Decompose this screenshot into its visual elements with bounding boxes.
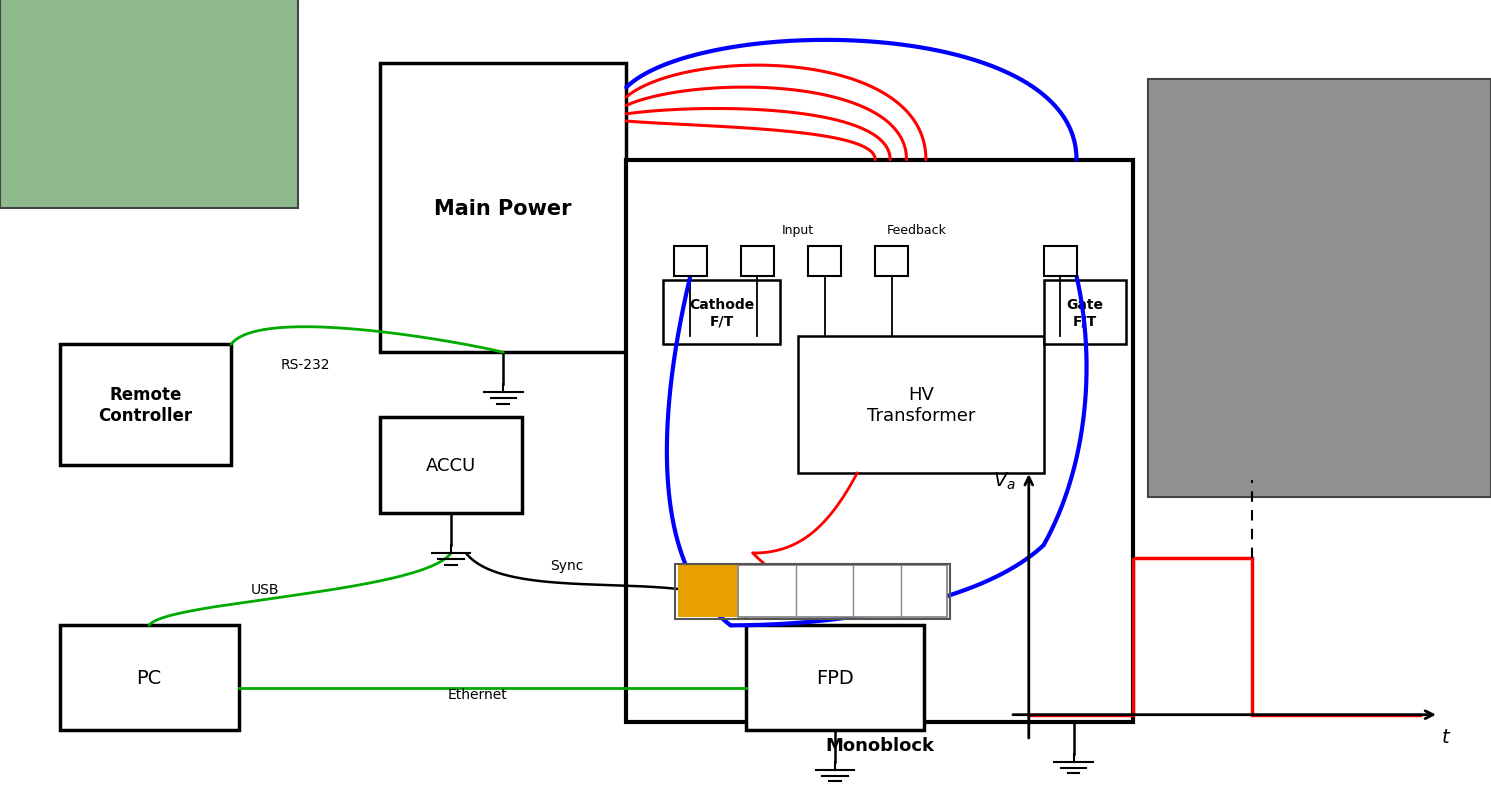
Text: Sync: Sync — [550, 558, 583, 573]
Text: USB: USB — [250, 582, 280, 597]
FancyBboxPatch shape — [808, 246, 841, 277]
FancyBboxPatch shape — [746, 626, 924, 730]
Text: Main Power: Main Power — [434, 199, 573, 218]
FancyBboxPatch shape — [875, 246, 908, 277]
Text: FPD: FPD — [816, 668, 854, 687]
FancyBboxPatch shape — [60, 626, 239, 730]
FancyBboxPatch shape — [0, 0, 298, 209]
FancyBboxPatch shape — [663, 281, 780, 345]
FancyBboxPatch shape — [1044, 246, 1077, 277]
FancyBboxPatch shape — [798, 337, 1044, 473]
FancyBboxPatch shape — [678, 565, 738, 618]
Text: Remote
Controller: Remote Controller — [98, 386, 192, 424]
FancyBboxPatch shape — [380, 64, 626, 353]
Text: HV
Transformer: HV Transformer — [866, 386, 975, 424]
FancyBboxPatch shape — [626, 160, 1133, 722]
Text: Cathode
F/T: Cathode F/T — [689, 298, 754, 328]
FancyBboxPatch shape — [741, 246, 774, 277]
Text: ACCU: ACCU — [426, 456, 476, 474]
Text: Gate
F/T: Gate F/T — [1066, 298, 1103, 328]
Text: $t$: $t$ — [1442, 727, 1451, 746]
Text: RS-232: RS-232 — [280, 358, 331, 372]
FancyBboxPatch shape — [380, 417, 522, 513]
FancyBboxPatch shape — [60, 345, 231, 465]
Text: Feedback: Feedback — [887, 224, 947, 237]
FancyBboxPatch shape — [1044, 281, 1126, 345]
Text: Input: Input — [781, 224, 814, 237]
Text: Ethernet: Ethernet — [447, 687, 507, 701]
FancyBboxPatch shape — [738, 565, 947, 618]
Text: PC: PC — [137, 668, 161, 687]
Text: Monoblock: Monoblock — [825, 736, 935, 754]
Text: $V_a$: $V_a$ — [993, 470, 1015, 491]
FancyBboxPatch shape — [674, 246, 707, 277]
FancyBboxPatch shape — [1148, 80, 1491, 497]
